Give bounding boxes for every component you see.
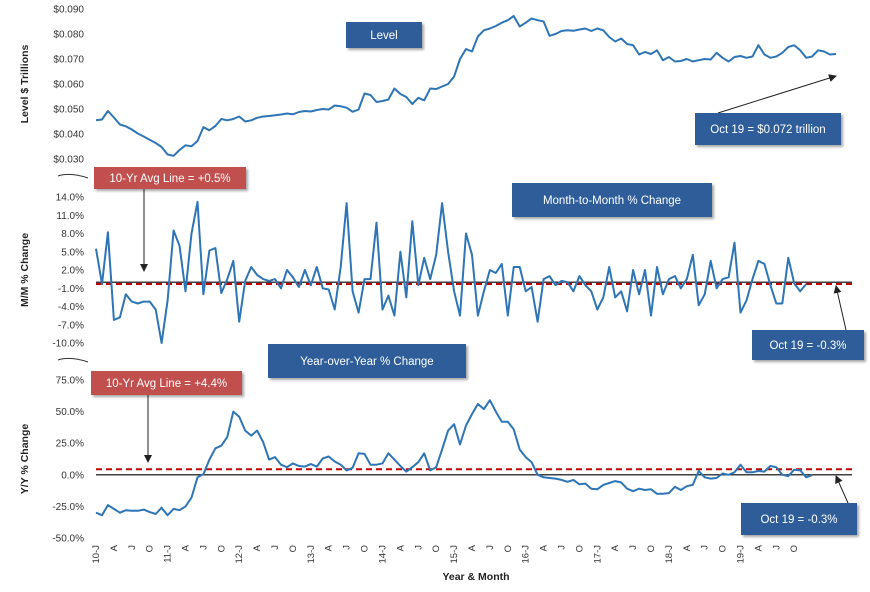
x-tick-label: 19-J	[736, 545, 747, 564]
avg-label-box	[91, 371, 242, 395]
x-tick-label: 14-J	[377, 545, 388, 564]
avg-label-text: 10-Yr Avg Line = +4.4%	[106, 378, 227, 390]
x-tick-label: J	[127, 545, 138, 550]
x-tick-label: J	[198, 545, 209, 550]
y-tick-label: -25.0%	[52, 502, 84, 513]
y-tick-label: 8.0%	[61, 229, 84, 240]
x-tick-label: A	[181, 544, 192, 551]
x-tick-label: J	[700, 545, 711, 550]
x-tick-label: O	[216, 545, 227, 552]
x-tick-label: 17-J	[592, 545, 603, 564]
annotation-box	[752, 330, 864, 360]
series-line	[95, 200, 807, 344]
y-tick-label: 75.0%	[56, 376, 84, 387]
annotation-arrow	[717, 74, 837, 114]
title-box-label: Month-to-Month % Change	[543, 195, 681, 207]
y-tick-label: 25.0%	[56, 439, 84, 450]
x-tick-label: 18-J	[664, 545, 675, 564]
mm-title-box	[512, 183, 712, 217]
y-tick-label: 14.0%	[56, 193, 84, 204]
x-tick-label: A	[539, 544, 550, 551]
x-tick-label: A	[610, 544, 621, 551]
avg-label-text: 10-Yr Avg Line = +0.5%	[109, 173, 230, 185]
x-tick-label: O	[789, 545, 800, 552]
x-tick-label: J	[342, 545, 353, 550]
x-tick-label: 10-J	[91, 545, 102, 564]
x-tick-label: A	[252, 544, 263, 551]
y-tick-label: 0.0%	[61, 470, 84, 481]
yy-title-box	[268, 344, 466, 378]
y-tick-label: -1.0%	[58, 284, 84, 295]
x-tick-label: A	[324, 544, 335, 551]
x-tick-label: J	[556, 545, 567, 550]
title-box-label: Level	[370, 30, 398, 42]
y-tick-label: $0.050	[53, 105, 84, 116]
x-tick-label: O	[503, 545, 514, 552]
x-tick-label: J	[413, 545, 424, 550]
y-tick-label: -10.0%	[52, 339, 84, 350]
x-tick-label: A	[109, 544, 120, 551]
x-tick-label: J	[485, 545, 496, 550]
series-line	[95, 399, 813, 517]
x-tick-label: J	[771, 545, 782, 550]
annotation-arrow	[835, 475, 849, 504]
yy-change-panel: -50.0% -25.0% 0.0% 25.0% 50.0% 75.0% Y/Y % Cha…	[19, 344, 857, 545]
annotation-text: Oct 19 = -0.3%	[769, 340, 846, 352]
y-tick-label: $0.090	[53, 5, 84, 16]
y-axis-title: M/M % Change	[19, 233, 31, 307]
x-tick-label: O	[574, 545, 585, 552]
y-tick-label: -50.0%	[52, 534, 84, 545]
y-tick-label: 5.0%	[61, 247, 84, 258]
x-tick-label: A	[395, 544, 406, 551]
y-tick-label: -7.0%	[58, 320, 84, 331]
level-title-box	[346, 22, 422, 48]
x-tick-label: A	[682, 544, 693, 551]
title-box-label: Year-over-Year % Change	[300, 356, 433, 368]
y-tick-label: 50.0%	[56, 407, 84, 418]
annotation-text: Oct 19 = -0.3%	[760, 514, 837, 526]
series-line	[95, 15, 837, 157]
y-axis-title: Y/Y % Change	[19, 424, 31, 495]
mm-change-panel: -10.0% -7.0% -4.0% -1.0% 2.0% 5.0% 8.0% 11.0% 14…	[19, 167, 864, 360]
y-tick-label: 2.0%	[61, 266, 84, 277]
annotation-arrow	[833, 285, 847, 331]
y-tick-label: $0.030	[53, 155, 84, 166]
x-tick-label: O	[360, 545, 371, 552]
annotation-box	[741, 503, 857, 535]
x-tick-label: J	[270, 545, 281, 550]
x-tick-label: O	[145, 545, 156, 552]
x-axis-title: Year & Month	[442, 571, 509, 583]
x-axis: 10-J A J O 11-J A J O 12-J A J O 13-J A J O 14-J A J O 15-J A…	[57, 173, 800, 564]
avg-label-box	[94, 167, 246, 189]
level-panel: $0.030 $0.040 $0.050 $0.060 $0.070 $0.080 $0.0…	[19, 5, 841, 166]
x-tick-label: A	[753, 544, 764, 551]
x-tick-label: A	[467, 544, 478, 551]
panel-break-mark	[57, 357, 89, 363]
y-axis-title: Level $ Trillions	[19, 44, 31, 123]
annotation-box	[695, 113, 841, 145]
x-tick-label: O	[646, 545, 657, 552]
x-tick-label: 13-J	[306, 545, 317, 564]
y-tick-label: $0.070	[53, 55, 84, 66]
y-tick-label: $0.080	[53, 30, 84, 41]
x-tick-label: O	[718, 545, 729, 552]
annotation-text: Oct 19 = $0.072 trillion	[710, 124, 825, 136]
y-tick-label: 11.0%	[56, 211, 84, 222]
x-tick-label: 11-J	[163, 545, 174, 563]
x-tick-label: O	[288, 545, 299, 552]
y-tick-label: -4.0%	[58, 302, 84, 313]
x-tick-label: 16-J	[521, 545, 532, 564]
y-tick-label: $0.040	[53, 130, 84, 141]
x-tick-label: 15-J	[449, 545, 460, 564]
y-tick-label: $0.060	[53, 80, 84, 91]
panel-break-mark	[57, 173, 89, 179]
x-tick-label: J	[628, 545, 639, 550]
x-tick-label: O	[431, 545, 442, 552]
x-tick-label: 12-J	[234, 545, 245, 564]
